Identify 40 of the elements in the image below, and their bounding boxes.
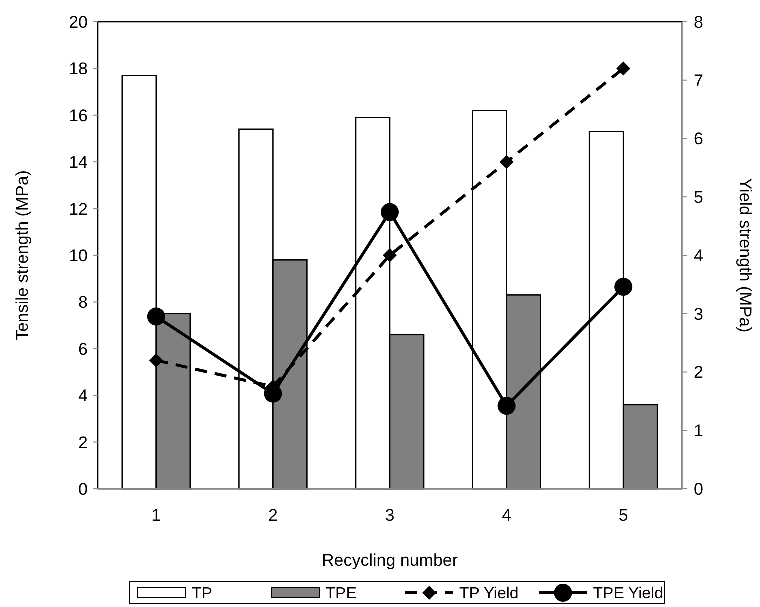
y-tick-label: 6 xyxy=(78,340,88,359)
y2-tick-label: 0 xyxy=(694,480,704,499)
y-tick-label: 14 xyxy=(69,153,88,172)
y2-tick-label: 4 xyxy=(694,246,704,266)
legend-label: TPE xyxy=(326,586,357,603)
point xyxy=(500,155,514,170)
x-axis-title: Recycling number xyxy=(322,551,458,570)
point xyxy=(149,354,164,368)
y-tick-label: 2 xyxy=(78,433,88,452)
y-tick-label: 12 xyxy=(69,200,88,219)
y2-tick-label: 2 xyxy=(694,363,704,382)
y-tick-label: 0 xyxy=(78,480,88,499)
y2-tick-label: 7 xyxy=(694,71,704,90)
y2-tick-label: 6 xyxy=(694,130,704,149)
y-axis-title: Tensile strength (MPa) xyxy=(13,170,32,341)
y-tick-label: 20 xyxy=(69,12,88,32)
point xyxy=(616,62,631,76)
x-tick-label: 2 xyxy=(268,506,278,525)
y2-tick-label: 5 xyxy=(694,188,704,208)
legend-label: TP Yield xyxy=(460,586,519,603)
point xyxy=(383,248,397,262)
x-tick-label: 3 xyxy=(385,506,395,525)
y-tick-label: 16 xyxy=(69,106,88,126)
point xyxy=(381,203,399,222)
y2-tick-label: 8 xyxy=(694,12,704,32)
legend-label: TPE Yield xyxy=(593,586,664,603)
legend-label: TP xyxy=(192,586,212,603)
y-tick-label: 10 xyxy=(69,246,88,266)
y2-tick-label: 1 xyxy=(694,422,704,441)
y-tick-label: 4 xyxy=(78,386,88,406)
point xyxy=(498,397,516,416)
x-tick-label: 1 xyxy=(152,506,162,525)
point xyxy=(614,278,633,296)
y-tick-label: 18 xyxy=(69,60,88,79)
y-tick-label: 8 xyxy=(78,293,88,312)
y2-axis-title: Yield strength (MPa) xyxy=(736,178,755,333)
x-tick-label: 4 xyxy=(502,506,512,525)
point xyxy=(147,308,166,326)
y2-tick-label: 3 xyxy=(694,304,704,324)
x-tick-label: 5 xyxy=(618,506,628,525)
